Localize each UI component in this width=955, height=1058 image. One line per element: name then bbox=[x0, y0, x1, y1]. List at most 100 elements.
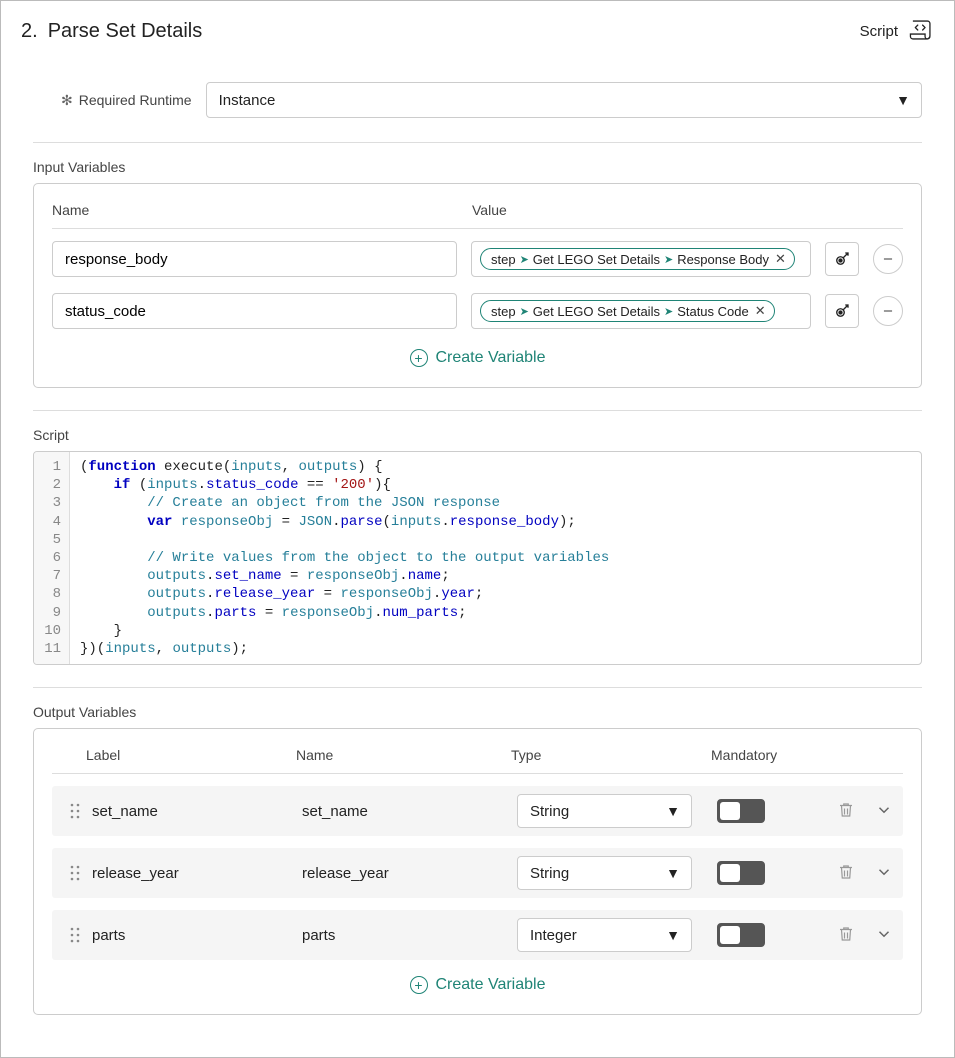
plus-icon: + bbox=[410, 349, 428, 367]
input-variable-row: step➤Get LEGO Set Details➤Response Body✕ bbox=[52, 229, 903, 281]
input-vars-rows: step ➤ Get LEGO Set Details ➤ Response Body ✕… bbox=[52, 229, 903, 333]
pill-segment: Get LEGO Set Details bbox=[533, 252, 660, 267]
line-number: 11 bbox=[42, 640, 61, 658]
output-variable-mandatory-wrap bbox=[717, 861, 837, 885]
panel-header-right: Script bbox=[860, 17, 934, 46]
pill-segment: Response Body bbox=[677, 252, 769, 267]
expand-row-button[interactable] bbox=[875, 801, 893, 822]
line-number: 6 bbox=[42, 549, 61, 567]
output-variable-mandatory-wrap bbox=[717, 799, 837, 823]
line-number: 2 bbox=[42, 476, 61, 494]
input-variable-name-field[interactable] bbox=[52, 241, 457, 277]
output-variable-row: partspartsInteger▼ bbox=[52, 910, 903, 960]
output-vars-header: Label Name Type Mandatory bbox=[52, 743, 903, 774]
code-body[interactable]: (function execute(inputs, outputs) { if … bbox=[70, 452, 921, 664]
output-variable-row: set_nameset_nameString▼ bbox=[52, 786, 903, 836]
delete-output-variable-button[interactable] bbox=[837, 925, 855, 946]
pill-remove-icon[interactable]: ✕ bbox=[775, 251, 786, 267]
step-title: Parse Set Details bbox=[48, 20, 203, 43]
create-output-variable-button[interactable]: + Create Variable bbox=[410, 976, 546, 994]
output-variable-name: release_year bbox=[302, 865, 517, 882]
input-variable-name-field[interactable] bbox=[52, 293, 457, 329]
pill-segment: step bbox=[491, 252, 516, 267]
drag-handle-icon[interactable] bbox=[58, 865, 92, 881]
delete-output-variable-button[interactable] bbox=[837, 863, 855, 884]
plus-icon: + bbox=[410, 976, 428, 994]
mandatory-toggle[interactable] bbox=[717, 799, 765, 823]
delete-output-variable-button[interactable] bbox=[837, 801, 855, 822]
script-icon[interactable] bbox=[908, 17, 934, 46]
line-number: 3 bbox=[42, 494, 61, 512]
data-picker-button[interactable] bbox=[825, 294, 859, 328]
code-line: // Create an object from the JSON respon… bbox=[80, 494, 911, 512]
iv-col-value: Value bbox=[472, 202, 903, 218]
ov-col-label: Label bbox=[86, 747, 296, 763]
output-variable-type-wrap: String▼ bbox=[517, 794, 717, 828]
input-variable-value-box[interactable]: step➤Get LEGO Set Details➤Response Body✕ bbox=[471, 241, 811, 277]
separator bbox=[33, 142, 922, 143]
input-variable-value-box[interactable]: step➤Get LEGO Set Details➤Status Code✕ bbox=[471, 293, 811, 329]
code-gutter: 1234567891011 bbox=[34, 452, 70, 664]
output-variable-type-select[interactable]: String bbox=[517, 856, 692, 890]
code-line: outputs.set_name = responseObj.name; bbox=[80, 567, 911, 585]
script-editor[interactable]: 1234567891011 (function execute(inputs, … bbox=[33, 451, 922, 665]
line-number: 7 bbox=[42, 567, 61, 585]
code-line: if (inputs.status_code == '200'){ bbox=[80, 476, 911, 494]
line-number: 1 bbox=[42, 458, 61, 476]
panel-content: ✻ Required Runtime Instance ▼ Input Vari… bbox=[1, 56, 954, 1057]
output-variable-actions bbox=[837, 801, 901, 822]
code-line: // Write values from the object to the o… bbox=[80, 549, 911, 567]
data-pill[interactable]: step➤Get LEGO Set Details➤Status Code✕ bbox=[480, 300, 775, 322]
line-number: 8 bbox=[42, 585, 61, 603]
output-variable-mandatory-wrap bbox=[717, 923, 837, 947]
pill-remove-icon[interactable]: ✕ bbox=[755, 303, 766, 319]
output-variable-name: parts bbox=[302, 927, 517, 944]
separator bbox=[33, 687, 922, 688]
output-variable-label: release_year bbox=[92, 865, 302, 882]
pill-segment: Get LEGO Set Details bbox=[533, 304, 660, 319]
remove-input-variable-button[interactable] bbox=[873, 244, 903, 274]
drag-handle-icon[interactable] bbox=[58, 927, 92, 943]
expand-row-button[interactable] bbox=[875, 925, 893, 946]
data-picker-button[interactable] bbox=[825, 242, 859, 276]
code-line: var responseObj = JSON.parse(inputs.resp… bbox=[80, 513, 911, 531]
output-variable-name: set_name bbox=[302, 803, 517, 820]
input-vars-header: Name Value bbox=[52, 198, 903, 229]
output-variable-type-select[interactable]: String bbox=[517, 794, 692, 828]
panel-title: 2. Parse Set Details bbox=[21, 20, 202, 43]
create-input-variable-label: Create Variable bbox=[436, 349, 546, 367]
code-line: } bbox=[80, 622, 911, 640]
drag-handle-icon[interactable] bbox=[58, 803, 92, 819]
runtime-row: ✻ Required Runtime Instance ▼ bbox=[33, 56, 922, 136]
runtime-label: Required Runtime bbox=[79, 92, 192, 108]
arrow-icon: ➤ bbox=[664, 253, 673, 266]
script-link[interactable]: Script bbox=[860, 23, 898, 40]
arrow-icon: ➤ bbox=[664, 305, 673, 318]
create-output-variable-label: Create Variable bbox=[436, 976, 546, 994]
input-vars-card: Name Value step ➤ Get LEGO Set Details ➤ Res… bbox=[33, 183, 922, 388]
data-pill[interactable]: step➤Get LEGO Set Details➤Response Body✕ bbox=[480, 248, 795, 270]
output-variable-type-select[interactable]: Integer bbox=[517, 918, 692, 952]
expand-row-button[interactable] bbox=[875, 863, 893, 884]
input-vars-label: Input Variables bbox=[33, 159, 922, 175]
code-line: })(inputs, outputs); bbox=[80, 640, 911, 658]
panel-header: 2. Parse Set Details Script bbox=[1, 1, 954, 56]
mandatory-toggle[interactable] bbox=[717, 923, 765, 947]
code-line: outputs.release_year = responseObj.year; bbox=[80, 585, 911, 603]
runtime-select-wrap: Instance ▼ bbox=[206, 82, 922, 118]
code-line: (function execute(inputs, outputs) { bbox=[80, 458, 911, 476]
ov-create-row: + Create Variable bbox=[52, 960, 903, 1000]
runtime-select[interactable]: Instance bbox=[206, 82, 922, 118]
remove-input-variable-button[interactable] bbox=[873, 296, 903, 326]
pill-segment: step bbox=[491, 304, 516, 319]
output-variable-label: parts bbox=[92, 927, 302, 944]
output-variable-actions bbox=[837, 925, 901, 946]
mandatory-toggle[interactable] bbox=[717, 861, 765, 885]
script-label: Script bbox=[33, 427, 922, 443]
create-input-variable-button[interactable]: + Create Variable bbox=[410, 349, 546, 367]
step-panel: 2. Parse Set Details Script ✻ Required R… bbox=[0, 0, 955, 1058]
pill-segment: Status Code bbox=[677, 304, 749, 319]
ov-col-type: Type bbox=[511, 747, 711, 763]
output-variable-row: release_yearrelease_yearString▼ bbox=[52, 848, 903, 898]
code-line: outputs.parts = responseObj.num_parts; bbox=[80, 604, 911, 622]
